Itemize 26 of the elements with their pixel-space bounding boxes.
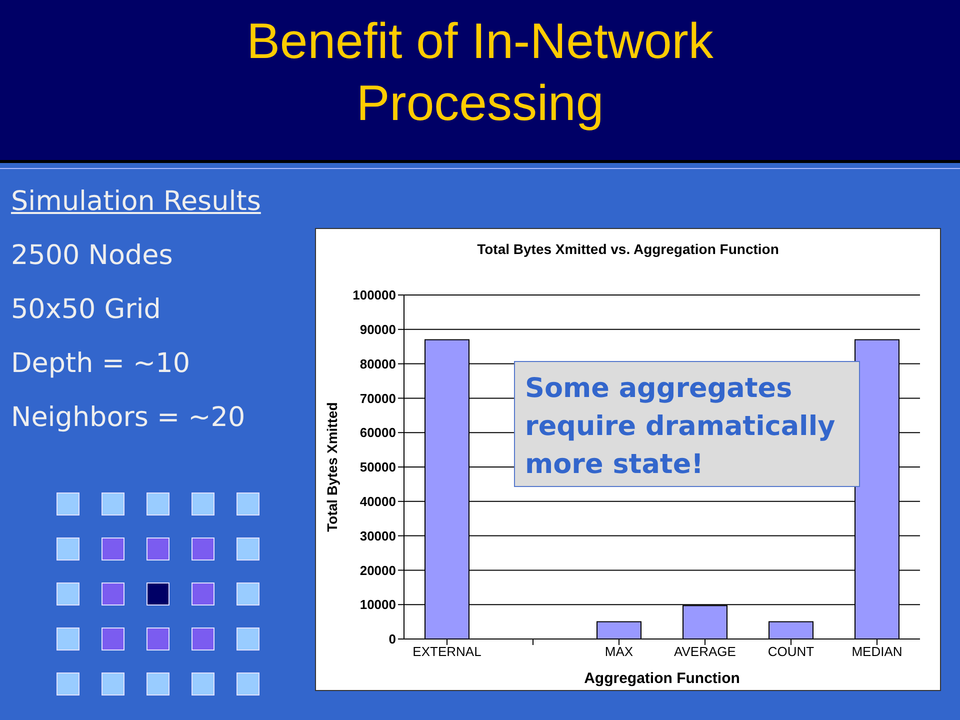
y-tick-label: 20000	[360, 562, 396, 578]
text: Depth = ~10	[11, 348, 190, 379]
y-tick-label: 80000	[360, 356, 396, 372]
x-tick-label: AVERAGE	[674, 644, 736, 660]
annotation: Some aggregates require dramatically more state!	[514, 361, 860, 487]
text: Simulation Results	[11, 186, 261, 217]
chart-title: Benefit of In-Network Processing	[246, 12, 714, 133]
y-tick-label: 40000	[360, 494, 396, 510]
y-tick-label: 0	[388, 632, 396, 647]
text: 50x50 Grid	[11, 294, 161, 325]
x-tick-label: MAX	[604, 644, 634, 660]
y-tick-label: 10000	[360, 597, 396, 612]
text: Neighbors = ~20	[11, 402, 246, 433]
y-tick-label: 50000	[360, 460, 396, 475]
y-axis-title: Total Bytes Xmitted	[324, 402, 340, 532]
chart-subtitle: Total Bytes Xmitted vs. Aggregation Function	[476, 241, 780, 257]
y-tick-label: 60000	[360, 425, 396, 440]
y-tick-label: 70000	[360, 390, 396, 406]
x-tick-label: EXTERNAL	[412, 644, 482, 660]
y-tick-label: 30000	[360, 528, 396, 544]
y-tick-label: 100000	[352, 288, 396, 303]
x-tick-label: MEDIAN	[852, 644, 902, 660]
x-axis-title: Aggregation Function	[584, 670, 740, 687]
x-tick-label: COUNT	[768, 644, 814, 660]
y-tick-label: 90000	[360, 322, 396, 338]
text: 2500 Nodes	[11, 240, 173, 271]
